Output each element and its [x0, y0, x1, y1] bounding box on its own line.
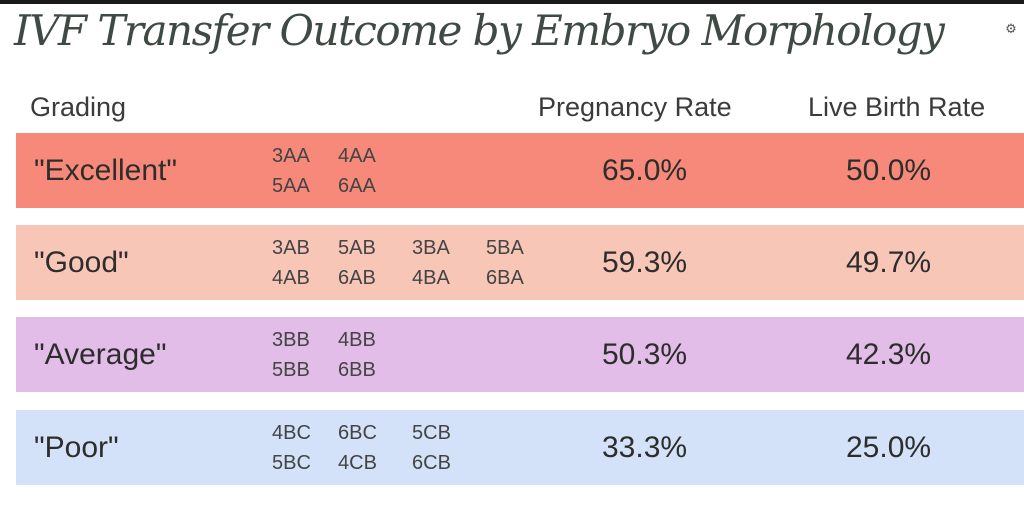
pregnancy-rate-value: 59.3%	[602, 246, 688, 279]
top-bar	[0, 0, 1024, 4]
table-row-good: "Good" 3AB 5AB 3BA 5BA 4AB 6AB 4BA 6BA 59.3% 49.7%	[16, 225, 1024, 300]
pregnancy-rate-value: 50.3%	[602, 338, 688, 371]
grade-code: 5BB	[272, 359, 310, 381]
grade-code: 3AB	[272, 237, 310, 259]
grade-code: 5CB	[412, 422, 451, 444]
column-header-live-birth-rate: Live Birth Rate	[808, 92, 986, 122]
live-birth-rate-value: 50.0%	[846, 154, 932, 187]
live-birth-rate-value: 42.3%	[846, 338, 932, 371]
live-birth-rate-value: 25.0%	[846, 431, 932, 464]
grade-code: 4AB	[272, 267, 310, 289]
grade-code: 6AA	[338, 175, 376, 197]
translate-icon[interactable]: ⚙	[1005, 21, 1017, 36]
table-row-average: "Average" 3BB 4BB 5BB 6BB 50.3% 42.3%	[16, 317, 1024, 392]
grade-code: 6BB	[338, 359, 376, 381]
chart-title: IVF Transfer Outcome by Embryo Morpholog…	[14, 6, 945, 55]
column-header-grading: Grading	[30, 92, 127, 122]
grade-code: 3BB	[272, 329, 310, 351]
grade-code: 6BA	[486, 267, 524, 289]
grade-code: 4BC	[272, 422, 311, 444]
grade-code: 5BC	[272, 452, 311, 474]
column-header-pregnancy-rate: Pregnancy Rate	[538, 92, 732, 122]
grade-codes: 4BC 6BC 5CB 5BC 4CB 6CB	[272, 418, 552, 478]
grade-code: 3AA	[272, 145, 310, 167]
grade-code: 5AB	[338, 237, 376, 259]
grade-codes: 3AB 5AB 3BA 5BA 4AB 6AB 4BA 6BA	[272, 233, 552, 293]
grade-code: 3BA	[412, 237, 450, 259]
pregnancy-rate-value: 65.0%	[602, 154, 688, 187]
grade-label: "Average"	[34, 338, 167, 371]
grade-code: 5AA	[272, 175, 310, 197]
grade-code: 4CB	[338, 452, 377, 474]
grade-code: 5BA	[486, 237, 524, 259]
table-row-poor: "Poor" 4BC 6BC 5CB 5BC 4CB 6CB 33.3% 25.0%	[16, 410, 1024, 485]
grade-label: "Good"	[34, 246, 129, 279]
grade-code: 4BB	[338, 329, 376, 351]
grade-code: 6BC	[338, 422, 377, 444]
pregnancy-rate-value: 33.3%	[602, 431, 688, 464]
grade-label: "Excellent"	[34, 154, 178, 187]
table-row-excellent: "Excellent" 3AA 4AA 5AA 6AA 65.0% 50.0%	[16, 133, 1024, 208]
grade-codes: 3AA 4AA 5AA 6AA	[272, 141, 552, 201]
grade-label: "Poor"	[34, 431, 119, 464]
grade-code: 4BA	[412, 267, 450, 289]
grade-code: 6CB	[412, 452, 451, 474]
live-birth-rate-value: 49.7%	[846, 246, 932, 279]
grade-codes: 3BB 4BB 5BB 6BB	[272, 325, 552, 385]
grade-code: 6AB	[338, 267, 376, 289]
grade-code: 4AA	[338, 145, 376, 167]
